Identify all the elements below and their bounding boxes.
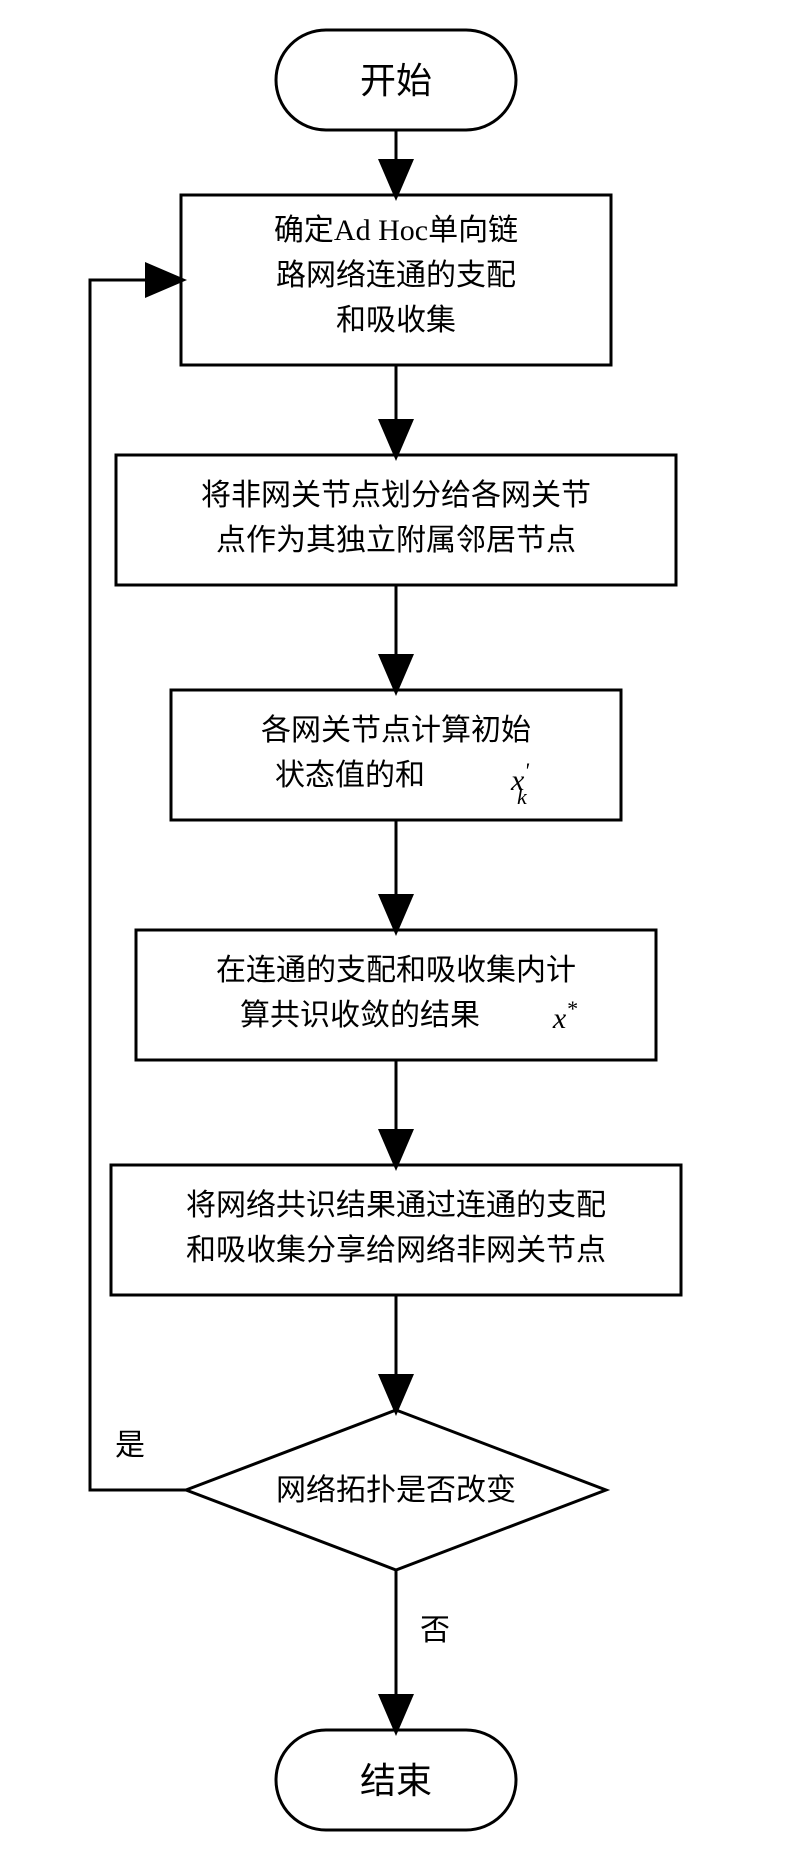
step3-math: x'k xyxy=(510,758,529,809)
decision-label: 网络拓扑是否改变 xyxy=(276,1474,516,1507)
step5-line2: 和吸收集分享给网络非网关节点 xyxy=(186,1234,606,1267)
node-decision: 网络拓扑是否改变 xyxy=(186,1410,606,1570)
step2-line2: 点作为其独立附属邻居节点 xyxy=(216,524,576,557)
step5-line1: 将网络共识结果通过连通的支配 xyxy=(186,1189,606,1222)
node-step4: 在连通的支配和吸收集内计 算共识收敛的结果 x* xyxy=(136,930,656,1060)
node-step1: 确定Ad Hoc单向链 路网络连通的支配 和吸收集 xyxy=(181,195,611,365)
start-label: 开始 xyxy=(360,61,432,101)
end-label: 结束 xyxy=(360,1761,432,1801)
flowchart-canvas: 开始 确定Ad Hoc单向链 路网络连通的支配 和吸收集 将非网关节点划分给各网… xyxy=(0,0,786,1871)
step3-line2: 状态值的和 xyxy=(275,759,425,792)
step4-line1: 在连通的支配和吸收集内计 xyxy=(216,954,576,987)
edge-decision-loopback xyxy=(90,280,186,1490)
node-end: 结束 xyxy=(276,1730,516,1830)
step3-line1: 各网关节点计算初始 xyxy=(261,714,531,747)
label-no: 否 xyxy=(420,1614,450,1647)
step2-line1: 将非网关节点划分给各网关节 xyxy=(201,479,591,512)
step4-line2: 算共识收敛的结果 xyxy=(240,999,480,1032)
node-step2: 将非网关节点划分给各网关节 点作为其独立附属邻居节点 xyxy=(116,455,676,585)
node-step3: 各网关节点计算初始 状态值的和 x'k xyxy=(171,690,621,820)
step4-math: x* xyxy=(552,996,577,1035)
step1-line1: 确定Ad Hoc单向链 xyxy=(274,214,518,247)
node-step5: 将网络共识结果通过连通的支配 和吸收集分享给网络非网关节点 xyxy=(111,1165,681,1295)
step1-line3: 和吸收集 xyxy=(336,304,456,337)
node-start: 开始 xyxy=(276,30,516,130)
label-yes: 是 xyxy=(115,1429,145,1462)
step1-line2: 路网络连通的支配 xyxy=(276,259,516,292)
